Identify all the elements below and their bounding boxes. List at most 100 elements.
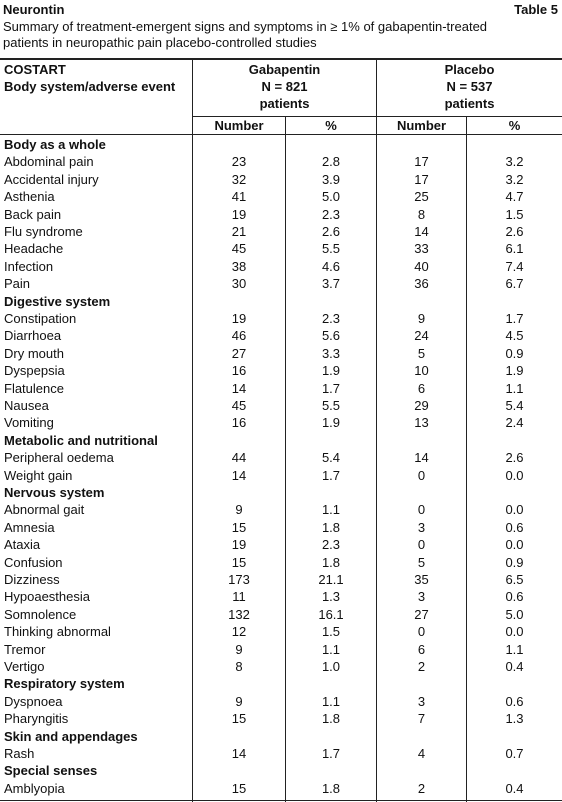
cell: 1.9 [321, 363, 341, 379]
event-name: Dyspepsia [4, 363, 65, 379]
cell: 1.3 [321, 589, 341, 605]
cell: 1.7 [321, 380, 341, 396]
event-name: Abdominal pain [4, 154, 94, 170]
cell: 3.9 [321, 171, 341, 187]
event-name: Weight gain [4, 467, 73, 483]
cell: 13 [414, 415, 429, 431]
cell: 9 [235, 693, 243, 709]
cell: 0.6 [505, 519, 524, 535]
cell: 14 [414, 224, 429, 239]
cell: 27 [414, 606, 429, 622]
event-name: Flu syndrome [4, 224, 83, 239]
group-header: Metabolic and nutritional [4, 432, 158, 448]
event-name: Ataxia [4, 537, 41, 553]
cell: 4.6 [321, 258, 341, 274]
rule [466, 116, 467, 802]
cell: 0 [417, 502, 426, 518]
cell: 14 [414, 450, 429, 466]
cell: 0.0 [505, 467, 524, 483]
cell: 5 [417, 345, 426, 361]
cell: 0 [417, 624, 426, 640]
cell: 15 [231, 554, 247, 570]
column-header: Placebo [444, 62, 495, 77]
cell: 7 [417, 711, 426, 727]
group-header: Special senses [4, 763, 98, 779]
rule [376, 58, 377, 802]
group-header: Skin and appendages [4, 728, 138, 744]
cell: 1.8 [321, 711, 341, 727]
cell: 173 [228, 572, 250, 587]
rule [0, 134, 562, 135]
event-name: Dry mouth [4, 345, 64, 361]
cell: 0.6 [505, 693, 524, 709]
column-header: N = 537 [446, 79, 493, 94]
cell: 2.8 [321, 154, 341, 170]
subheader: Number [214, 118, 264, 133]
cell: 2 [417, 659, 426, 674]
event-name: Vertigo [4, 659, 45, 674]
cell: 1.9 [505, 363, 524, 379]
cell: 10 [414, 363, 429, 379]
cell: 1.7 [321, 467, 341, 483]
cell: 1.3 [505, 711, 524, 727]
cell: 132 [228, 606, 250, 622]
group-header: Digestive system [4, 293, 111, 309]
cell: 11 [232, 589, 246, 605]
caption: Summary of treatment-emergent signs and … [3, 19, 488, 34]
cell: 4 [417, 746, 426, 761]
cell: 17 [414, 154, 429, 170]
cell: 6 [417, 380, 426, 396]
cell: 1.1 [505, 380, 524, 396]
cell: 2.6 [505, 224, 524, 239]
group-header: Respiratory system [4, 676, 125, 692]
cell: 5.4 [321, 450, 341, 466]
cell: 35 [414, 572, 429, 587]
cell: 0.6 [505, 589, 524, 605]
cell: 23 [231, 154, 247, 170]
cell: 1.7 [505, 311, 524, 326]
event-name: Pain [4, 276, 31, 292]
event-name: Pharyngitis [4, 711, 69, 727]
caption: patients in neuropathic pain placebo-con… [3, 35, 317, 50]
cell: 8 [417, 206, 426, 222]
rule [192, 116, 562, 117]
cell: 16 [231, 363, 247, 379]
cell: 25 [414, 189, 429, 205]
cell: 5 [417, 554, 426, 570]
cell: 19 [231, 537, 247, 553]
cell: 3.2 [505, 171, 524, 187]
cell: 1.5 [321, 624, 341, 640]
cell: 29 [414, 398, 429, 413]
cell: 21 [231, 224, 247, 239]
cell: 5.0 [321, 189, 341, 205]
cell: 0.4 [505, 659, 524, 674]
cell: 1.8 [321, 554, 341, 570]
cell: 3.2 [505, 154, 524, 170]
column-header: COSTART [4, 62, 66, 77]
cell: 5.5 [321, 398, 341, 413]
cell: 2.6 [505, 450, 524, 466]
cell: 3 [417, 519, 426, 535]
event-name: Back pain [4, 206, 62, 222]
cell: 0 [417, 537, 426, 553]
column-header: patients [259, 96, 310, 111]
event-name: Dizziness [4, 572, 60, 587]
event-name: Abnormal gait [4, 502, 85, 518]
cell: 3 [417, 589, 426, 605]
cell: 2.6 [321, 224, 341, 239]
cell: 45 [231, 241, 247, 257]
event-name: Vomiting [4, 415, 54, 431]
cell: 6.1 [505, 241, 524, 257]
cell: 5.6 [321, 328, 341, 344]
group-header: Body as a whole [4, 137, 106, 152]
cell: 41 [231, 189, 247, 205]
cell: 2.3 [321, 206, 341, 222]
cell: 1.8 [321, 780, 341, 796]
cell: 30 [231, 276, 247, 292]
cell: 1.0 [321, 659, 341, 674]
cell: 9 [235, 641, 243, 657]
cell: 5.0 [505, 606, 524, 622]
rule [192, 58, 193, 802]
cell: 4.5 [505, 328, 524, 344]
